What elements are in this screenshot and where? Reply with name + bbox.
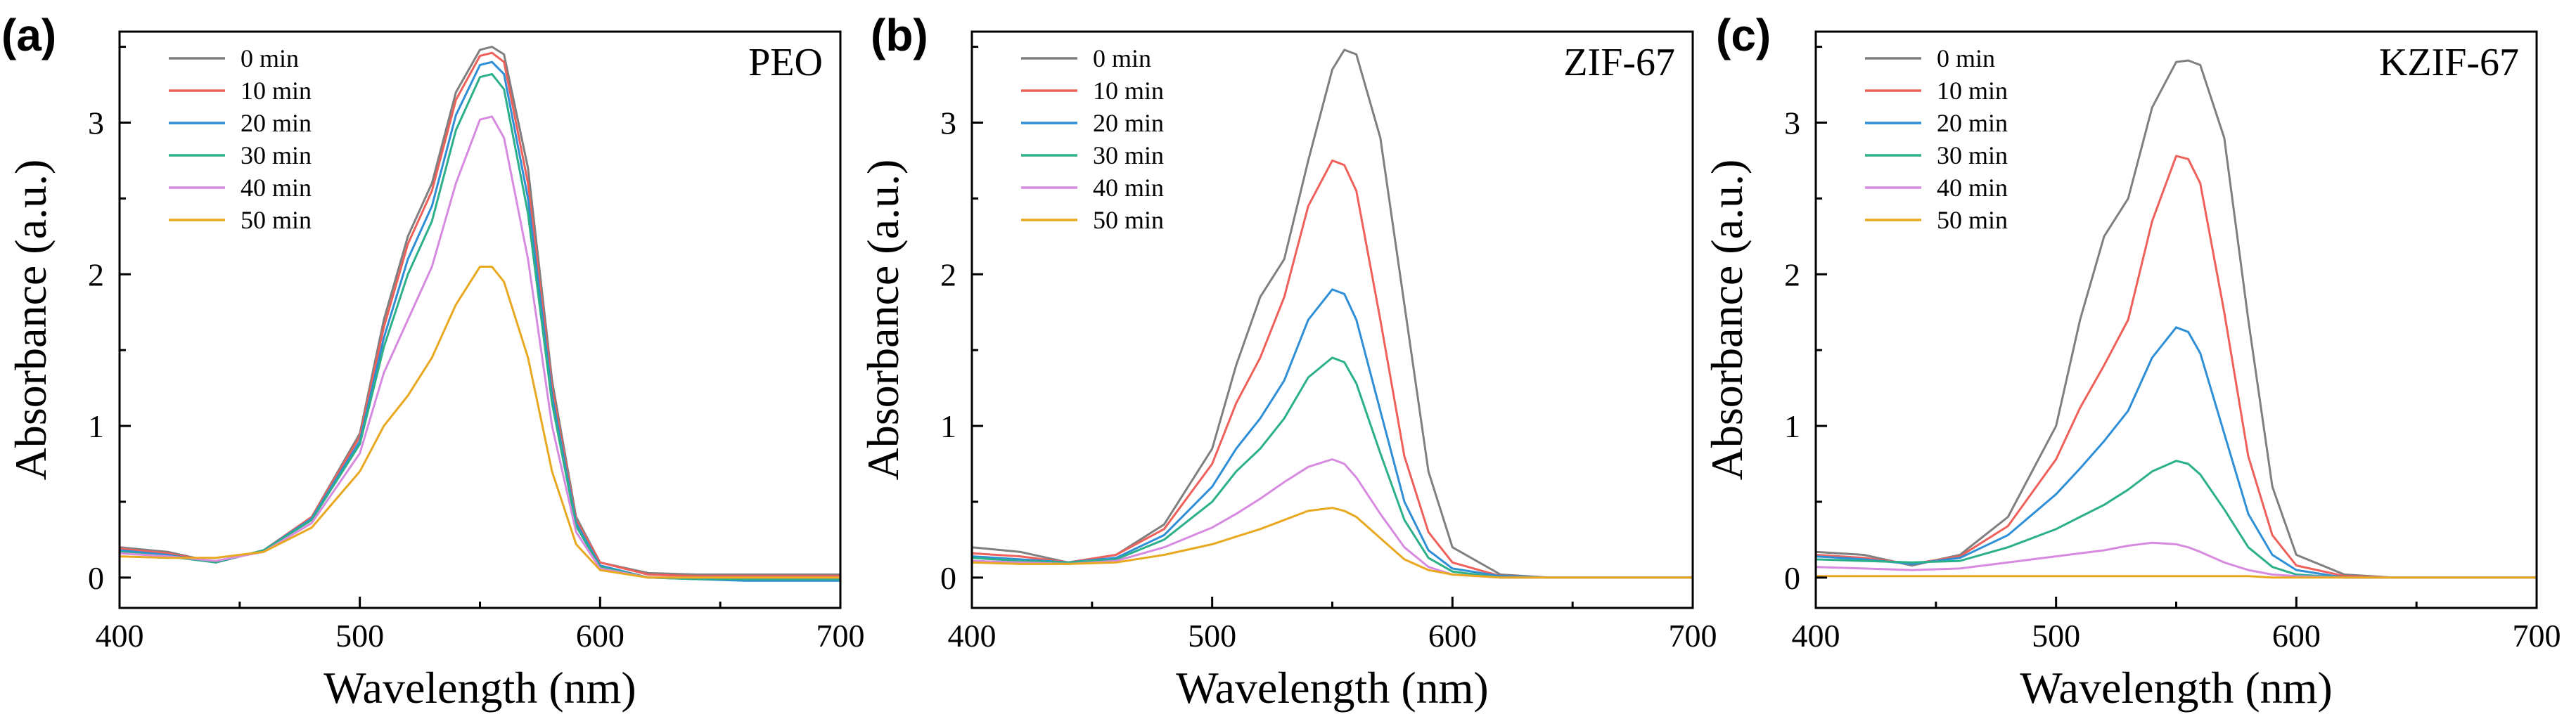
legend-label: 10 min bbox=[1093, 77, 1164, 105]
series-group bbox=[970, 48, 1694, 579]
legend-label: 0 min bbox=[1937, 44, 1995, 72]
series-line-50-min bbox=[1814, 575, 2538, 579]
chart-panel-b: (b) 400 500 600 700 0 1 2 3 Wavelength (nm) Absorb… bbox=[858, 10, 1717, 713]
y-tick-label: 3 bbox=[1784, 105, 1800, 141]
legend-label: 10 min bbox=[241, 77, 312, 105]
x-axis-title: Wavelength (nm) bbox=[1176, 663, 1488, 713]
x-axis-title: Wavelength (nm) bbox=[2020, 663, 2332, 713]
y-tick-label: 0 bbox=[88, 560, 104, 596]
y-tick-label: 0 bbox=[940, 560, 956, 596]
chart-panel-c: (c) 400 500 600 700 0 1 2 3 Wavelength (nm) Absorb… bbox=[1702, 10, 2561, 713]
y-tick-label: 1 bbox=[88, 408, 104, 444]
series-line-20-min bbox=[1814, 326, 2538, 579]
series-line-20-min bbox=[970, 288, 1694, 579]
legend: 0 min 10 min 20 min 30 min 40 min 50 min bbox=[169, 44, 312, 234]
sample-label: ZIF-67 bbox=[1563, 41, 1675, 84]
legend: 0 min 10 min 20 min 30 min 40 min 50 min bbox=[1865, 44, 2008, 234]
x-tick-label: 500 bbox=[2032, 618, 2080, 654]
series-line-10-min bbox=[1814, 155, 2538, 579]
x-tick-label: 700 bbox=[2513, 618, 2561, 654]
legend-label: 50 min bbox=[1937, 206, 2008, 234]
legend-label: 20 min bbox=[1937, 109, 2008, 137]
series-line-50-min bbox=[970, 507, 1694, 579]
series-line-10-min bbox=[970, 159, 1694, 579]
panel-letter: (a) bbox=[1, 10, 56, 60]
chart-panel-a: (a) 400 500 600 700 0 1 2 3 Wavelength (nm) Absorb… bbox=[1, 10, 865, 713]
series-line-0-min bbox=[1814, 59, 2538, 579]
x-tick-label: 400 bbox=[948, 618, 997, 654]
legend: 0 min 10 min 20 min 30 min 40 min 50 min bbox=[1021, 44, 1164, 234]
y-tick-label: 2 bbox=[1784, 257, 1800, 292]
sample-label: PEO bbox=[748, 41, 823, 84]
legend-label: 20 min bbox=[241, 109, 312, 137]
legend-label: 20 min bbox=[1093, 109, 1164, 137]
panel-letter: (c) bbox=[1716, 10, 1771, 60]
series-line-0-min bbox=[970, 48, 1694, 579]
y-axis-title: Absorbance (a.u.) bbox=[858, 160, 908, 481]
y-tick-label: 0 bbox=[1784, 560, 1800, 596]
legend-label: 30 min bbox=[1093, 141, 1164, 169]
y-tick-label: 3 bbox=[940, 105, 956, 141]
legend-label: 30 min bbox=[241, 141, 312, 169]
series-group bbox=[118, 46, 842, 582]
x-tick-label: 700 bbox=[1669, 618, 1717, 654]
x-tick-label: 600 bbox=[2272, 618, 2321, 654]
y-tick-label: 3 bbox=[88, 105, 104, 141]
legend-label: 10 min bbox=[1937, 77, 2008, 105]
y-tick-label: 2 bbox=[940, 257, 956, 292]
y-tick-label: 1 bbox=[1784, 408, 1800, 444]
legend-label: 0 min bbox=[241, 44, 299, 72]
series-line-50-min bbox=[118, 266, 842, 579]
y-axis-title: Absorbance (a.u.) bbox=[6, 160, 56, 481]
x-tick-label: 700 bbox=[816, 618, 865, 654]
legend-label: 40 min bbox=[1093, 174, 1164, 202]
x-tick-label: 400 bbox=[1792, 618, 1840, 654]
legend-label: 30 min bbox=[1937, 141, 2008, 169]
x-tick-label: 500 bbox=[1188, 618, 1236, 654]
y-tick-label: 2 bbox=[88, 257, 104, 292]
x-tick-label: 400 bbox=[96, 618, 144, 654]
sample-label: KZIF-67 bbox=[2379, 41, 2519, 84]
x-tick-label: 500 bbox=[335, 618, 384, 654]
legend-label: 50 min bbox=[1093, 206, 1164, 234]
legend-label: 0 min bbox=[1093, 44, 1151, 72]
series-group bbox=[1814, 59, 2538, 579]
y-axis-title: Absorbance (a.u.) bbox=[1702, 160, 1752, 481]
legend-label: 40 min bbox=[1937, 174, 2008, 202]
x-tick-label: 600 bbox=[576, 618, 624, 654]
x-tick-label: 600 bbox=[1428, 618, 1477, 654]
legend-label: 40 min bbox=[241, 174, 312, 202]
y-tick-label: 1 bbox=[940, 408, 956, 444]
x-axis-title: Wavelength (nm) bbox=[323, 663, 636, 713]
legend-label: 50 min bbox=[241, 206, 312, 234]
panel-letter: (b) bbox=[871, 10, 928, 60]
